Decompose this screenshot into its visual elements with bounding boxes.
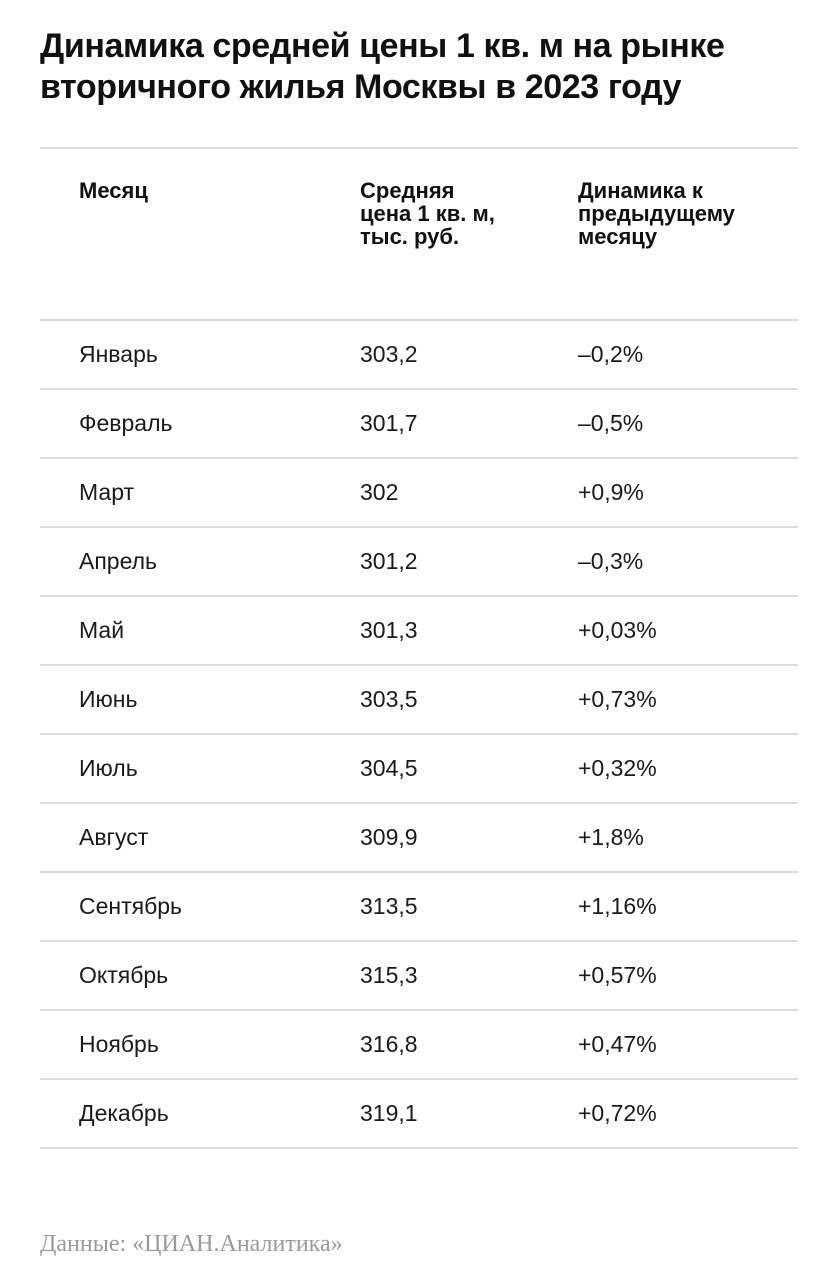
change-cell: –0,3% xyxy=(578,548,644,574)
table-row: Август 309,9 +1,8% xyxy=(40,804,798,871)
change-cell: +0,32% xyxy=(578,755,657,781)
row-divider xyxy=(40,871,798,873)
change-cell: +0,9% xyxy=(578,479,644,505)
change-cell: +0,72% xyxy=(578,1100,657,1126)
row-divider xyxy=(40,388,798,390)
row-divider xyxy=(40,1009,798,1011)
month-cell: Февраль xyxy=(79,410,173,436)
table-row: Октябрь 315,3 +0,57% xyxy=(40,942,798,1009)
price-cell: 316,8 xyxy=(360,1031,418,1057)
month-cell: Июль xyxy=(79,755,138,781)
price-cell: 309,9 xyxy=(360,824,418,850)
price-cell: 304,5 xyxy=(360,755,418,781)
table-top-rule xyxy=(40,147,798,149)
table-body: Январь 303,2 –0,2% Февраль 301,7 –0,5% Март 302… xyxy=(40,321,798,1149)
table-row: Июнь 303,5 +0,73% xyxy=(40,666,798,733)
row-divider xyxy=(40,664,798,666)
table-header: Месяц Средняя цена 1 кв. м, тыс. руб. Ди… xyxy=(40,149,798,319)
row-divider xyxy=(40,1078,798,1080)
table-row: Декабрь 319,1 +0,72% xyxy=(40,1080,798,1147)
month-cell: Январь xyxy=(79,341,158,367)
table-row: Июль 304,5 +0,32% xyxy=(40,735,798,802)
price-cell: 301,3 xyxy=(360,617,418,643)
page-title: Динамика средней цены 1 кв. м на рынке в… xyxy=(40,27,725,106)
price-cell: 319,1 xyxy=(360,1100,418,1126)
change-cell: +0,73% xyxy=(578,686,657,712)
month-cell: Ноябрь xyxy=(79,1031,159,1057)
change-cell: +1,8% xyxy=(578,824,644,850)
price-cell: 303,2 xyxy=(360,341,418,367)
month-cell: Август xyxy=(79,824,149,850)
change-cell: +0,03% xyxy=(578,617,657,643)
column-header-change: Динамика к предыдущему месяцу xyxy=(578,178,735,249)
price-cell: 301,7 xyxy=(360,410,418,436)
change-cell: +1,16% xyxy=(578,893,657,919)
table-row: Апрель 301,2 –0,3% xyxy=(40,528,798,595)
table-header-rule xyxy=(40,319,798,321)
change-cell: +0,57% xyxy=(578,962,657,988)
month-cell: Июнь xyxy=(79,686,138,712)
table-row: Сентябрь 313,5 +1,16% xyxy=(40,873,798,940)
price-cell: 313,5 xyxy=(360,893,418,919)
row-divider xyxy=(40,733,798,735)
price-cell: 302 xyxy=(360,479,399,505)
month-cell: Март xyxy=(79,479,135,505)
source-note: Данные: «ЦИАН.Аналитика» xyxy=(40,1231,343,1257)
column-header-price: Средняя цена 1 кв. м, тыс. руб. xyxy=(360,178,495,249)
row-divider xyxy=(40,940,798,942)
row-divider xyxy=(40,595,798,597)
change-cell: –0,2% xyxy=(578,341,644,367)
table-row: Февраль 301,7 –0,5% xyxy=(40,390,798,457)
table-row: Март 302 +0,9% xyxy=(40,459,798,526)
table-row: Ноябрь 316,8 +0,47% xyxy=(40,1011,798,1078)
price-cell: 303,5 xyxy=(360,686,418,712)
row-divider xyxy=(40,802,798,804)
table-row: Январь 303,2 –0,2% xyxy=(40,321,798,388)
row-divider xyxy=(40,526,798,528)
month-cell: Май xyxy=(79,617,125,643)
change-cell: +0,47% xyxy=(578,1031,657,1057)
month-cell: Апрель xyxy=(79,548,158,574)
row-divider xyxy=(40,1147,798,1149)
price-cell: 301,2 xyxy=(360,548,418,574)
month-cell: Сентябрь xyxy=(79,893,183,919)
price-cell: 315,3 xyxy=(360,962,418,988)
month-cell: Октябрь xyxy=(79,962,169,988)
table-row: Май 301,3 +0,03% xyxy=(40,597,798,664)
column-header-month: Месяц xyxy=(79,178,148,203)
row-divider xyxy=(40,457,798,459)
change-cell: –0,5% xyxy=(578,410,644,436)
data-table: Месяц Средняя цена 1 кв. м, тыс. руб. Ди… xyxy=(40,147,798,1149)
month-cell: Декабрь xyxy=(79,1100,169,1126)
